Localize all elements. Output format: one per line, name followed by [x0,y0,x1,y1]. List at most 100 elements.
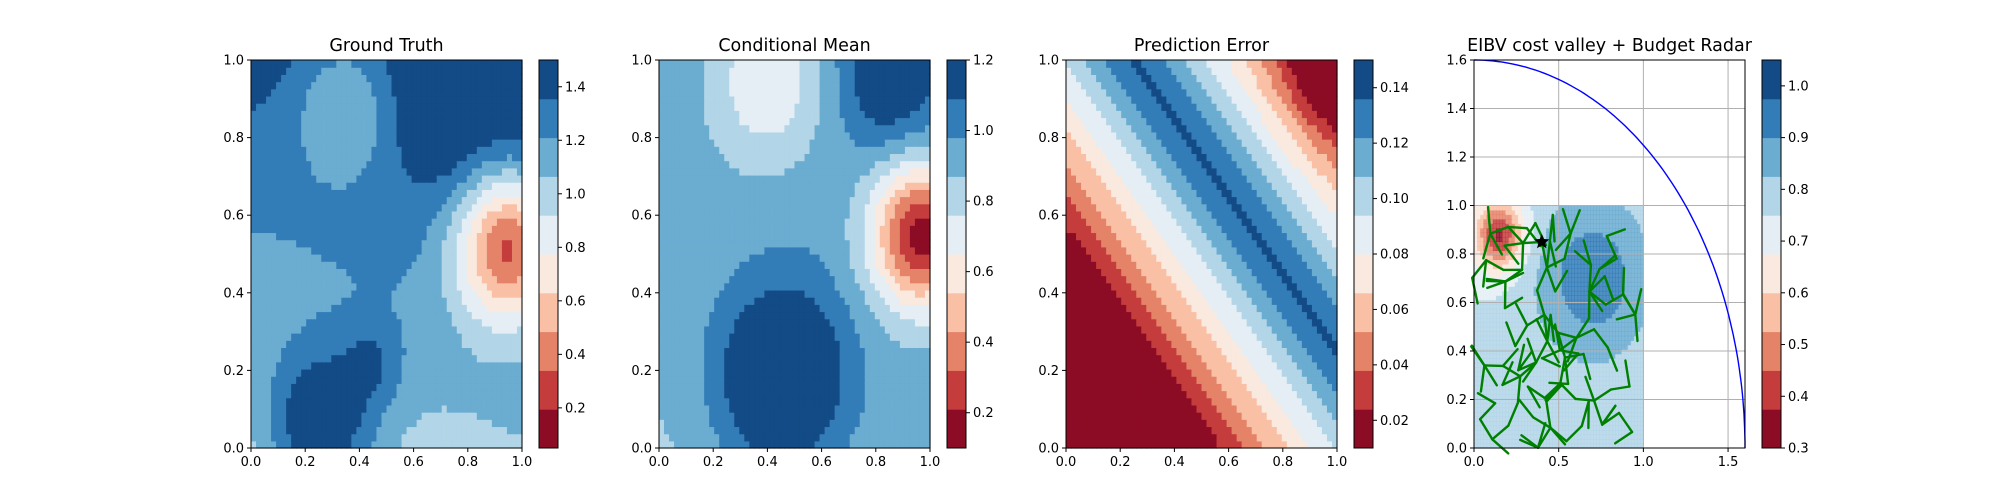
heatmap-cell [729,326,735,334]
heatmap-cell [281,283,287,291]
heatmap-cell [422,110,428,118]
heatmap-cell [472,74,478,82]
heatmap-cell [417,261,423,269]
heatmap-cell [407,125,413,133]
heatmap-cell [437,347,443,355]
heatmap-cell [845,340,851,348]
heatmap-cell [482,175,488,183]
heatmap-cell [266,391,272,399]
heatmap-cell [759,283,765,291]
heatmap-cell [266,74,272,82]
heatmap-cell [482,189,488,197]
heatmap-cell [356,254,362,262]
heatmap-cell [331,391,337,399]
heatmap-cell [744,89,750,97]
heatmap-cell [261,132,267,140]
heatmap-cell [281,117,287,125]
heatmap-cell [361,197,367,205]
heatmap-cell [659,103,665,111]
heatmap-cell [326,426,332,434]
heatmap-cell [789,319,795,327]
heatmap-cell [774,232,780,240]
heatmap-cell [512,369,518,377]
heatmap-cell [830,132,836,140]
heatmap-cell [437,103,443,111]
heatmap-cell [256,304,262,312]
heatmap-cell [381,391,387,399]
heatmap-cell [734,153,740,161]
heatmap-cell [805,211,811,219]
heatmap-cell [729,434,735,442]
heatmap-cell [830,110,836,118]
heatmap-cell [669,189,675,197]
heatmap-cell [361,110,367,118]
heatmap-cell [664,74,670,82]
heatmap-cell [457,441,463,449]
heatmap-cell [659,412,665,420]
heatmap-cell [734,319,740,327]
heatmap-cell [376,426,382,434]
heatmap-cell [341,276,347,284]
heatmap-cell [462,347,468,355]
heatmap-cell [492,89,498,97]
heatmap-cell [251,297,257,305]
heatmap-cell [417,146,423,154]
heatmap-cell [311,240,317,248]
heatmap-cell [800,175,806,183]
heatmap-cell [482,225,488,233]
heatmap-cell [376,89,382,97]
heatmap-cell [422,369,428,377]
heatmap-cell [674,261,680,269]
heatmap-cell [684,297,690,305]
heatmap-cell [674,369,680,377]
heatmap-cell [281,319,287,327]
heatmap-cell [724,225,730,233]
heatmap-cell [266,419,272,427]
heatmap-cell [669,254,675,262]
heatmap-cell [387,355,393,363]
heatmap-cell [371,355,377,363]
heatmap-cell [321,139,327,147]
heatmap-cell [291,412,297,420]
heatmap-cell [709,434,715,442]
heatmap-cell [256,125,262,133]
heatmap-cell [361,362,367,370]
heatmap-cell [704,232,710,240]
heatmap-cell [779,240,785,248]
heatmap-cell [502,254,508,262]
heatmap-cell [286,197,292,205]
heatmap-cell [301,412,307,420]
heatmap-cell [795,376,801,384]
heatmap-cell [764,326,770,334]
heatmap-cell [311,333,317,341]
heatmap-cell [301,441,307,449]
heatmap-cell [351,254,357,262]
heatmap-cell [301,197,307,205]
heatmap-cell [291,125,297,133]
heatmap-cell [326,161,332,169]
heatmap-cell [664,182,670,190]
heatmap-cell [361,376,367,384]
heatmap-cell [316,110,322,118]
heatmap-cell [774,426,780,434]
heatmap-cell [820,297,826,305]
heatmap-cell [286,426,292,434]
heatmap-cell [286,261,292,269]
heatmap-cell [397,434,403,442]
heatmap-cell [679,369,685,377]
heatmap-cell [512,103,518,111]
heatmap-cell [331,355,337,363]
heatmap-cell [840,96,846,104]
heatmap-cell [316,161,322,169]
heatmap-cell [689,326,695,334]
heatmap-cell [659,247,665,255]
heatmap-cell [371,261,377,269]
heatmap-cell [306,125,312,133]
heatmap-cell [482,153,488,161]
heatmap-cell [512,161,518,169]
heatmap-cell [810,268,816,276]
heatmap-cell [820,197,826,205]
heatmap-cell [296,67,302,75]
heatmap-cell [387,110,393,118]
heatmap-cell [281,441,287,449]
